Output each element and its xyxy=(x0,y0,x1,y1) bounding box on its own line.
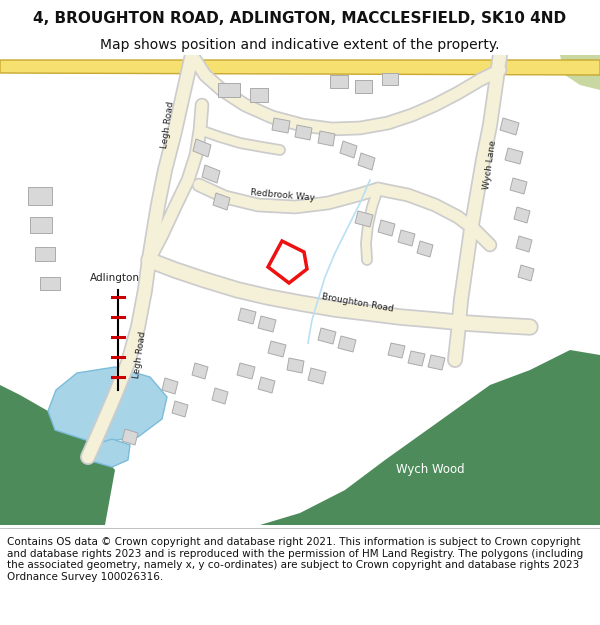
Polygon shape xyxy=(398,230,415,246)
Polygon shape xyxy=(122,429,138,445)
Polygon shape xyxy=(428,355,445,370)
Polygon shape xyxy=(355,80,372,93)
Polygon shape xyxy=(162,378,178,394)
Polygon shape xyxy=(340,141,357,158)
Text: Contains OS data © Crown copyright and database right 2021. This information is : Contains OS data © Crown copyright and d… xyxy=(7,537,583,582)
Polygon shape xyxy=(268,241,307,283)
Polygon shape xyxy=(192,363,208,379)
Polygon shape xyxy=(500,118,519,135)
Polygon shape xyxy=(308,368,326,384)
Polygon shape xyxy=(318,131,335,146)
Polygon shape xyxy=(48,367,167,443)
Polygon shape xyxy=(172,401,188,417)
Polygon shape xyxy=(0,385,115,525)
Text: Redbrook Way: Redbrook Way xyxy=(250,188,316,202)
Polygon shape xyxy=(213,193,230,210)
Polygon shape xyxy=(505,148,523,164)
Polygon shape xyxy=(212,388,228,404)
Text: Map shows position and indicative extent of the property.: Map shows position and indicative extent… xyxy=(100,39,500,52)
Polygon shape xyxy=(35,247,55,261)
Polygon shape xyxy=(258,377,275,393)
Polygon shape xyxy=(272,118,290,133)
Text: Wych Wood: Wych Wood xyxy=(395,464,464,476)
Polygon shape xyxy=(338,336,356,352)
Polygon shape xyxy=(378,220,395,236)
Polygon shape xyxy=(510,178,527,194)
Polygon shape xyxy=(0,60,600,75)
Polygon shape xyxy=(295,125,312,140)
Polygon shape xyxy=(417,241,433,257)
Polygon shape xyxy=(318,328,336,344)
Polygon shape xyxy=(358,153,375,170)
Text: Legh Road: Legh Road xyxy=(132,331,148,379)
Polygon shape xyxy=(518,265,534,281)
Text: Broughton Road: Broughton Road xyxy=(322,292,395,314)
Polygon shape xyxy=(287,358,304,373)
Polygon shape xyxy=(30,217,52,233)
Polygon shape xyxy=(202,165,220,183)
Polygon shape xyxy=(28,187,52,205)
Polygon shape xyxy=(193,139,211,157)
Polygon shape xyxy=(330,75,348,88)
Polygon shape xyxy=(237,363,255,379)
Polygon shape xyxy=(88,439,130,467)
Polygon shape xyxy=(238,308,256,324)
Polygon shape xyxy=(516,236,532,252)
Text: Adlington: Adlington xyxy=(90,273,140,283)
Polygon shape xyxy=(408,351,425,366)
Polygon shape xyxy=(40,277,60,290)
Polygon shape xyxy=(514,207,530,223)
Polygon shape xyxy=(560,55,600,90)
Text: Legh Road: Legh Road xyxy=(160,101,176,149)
Polygon shape xyxy=(382,73,398,85)
Polygon shape xyxy=(258,316,276,332)
Polygon shape xyxy=(218,83,240,97)
Polygon shape xyxy=(250,88,268,102)
Polygon shape xyxy=(268,341,286,357)
Polygon shape xyxy=(260,350,600,525)
Text: 4, BROUGHTON ROAD, ADLINGTON, MACCLESFIELD, SK10 4ND: 4, BROUGHTON ROAD, ADLINGTON, MACCLESFIE… xyxy=(34,11,566,26)
Polygon shape xyxy=(388,343,405,358)
Polygon shape xyxy=(355,211,373,227)
Text: Wych Lane: Wych Lane xyxy=(482,140,498,190)
